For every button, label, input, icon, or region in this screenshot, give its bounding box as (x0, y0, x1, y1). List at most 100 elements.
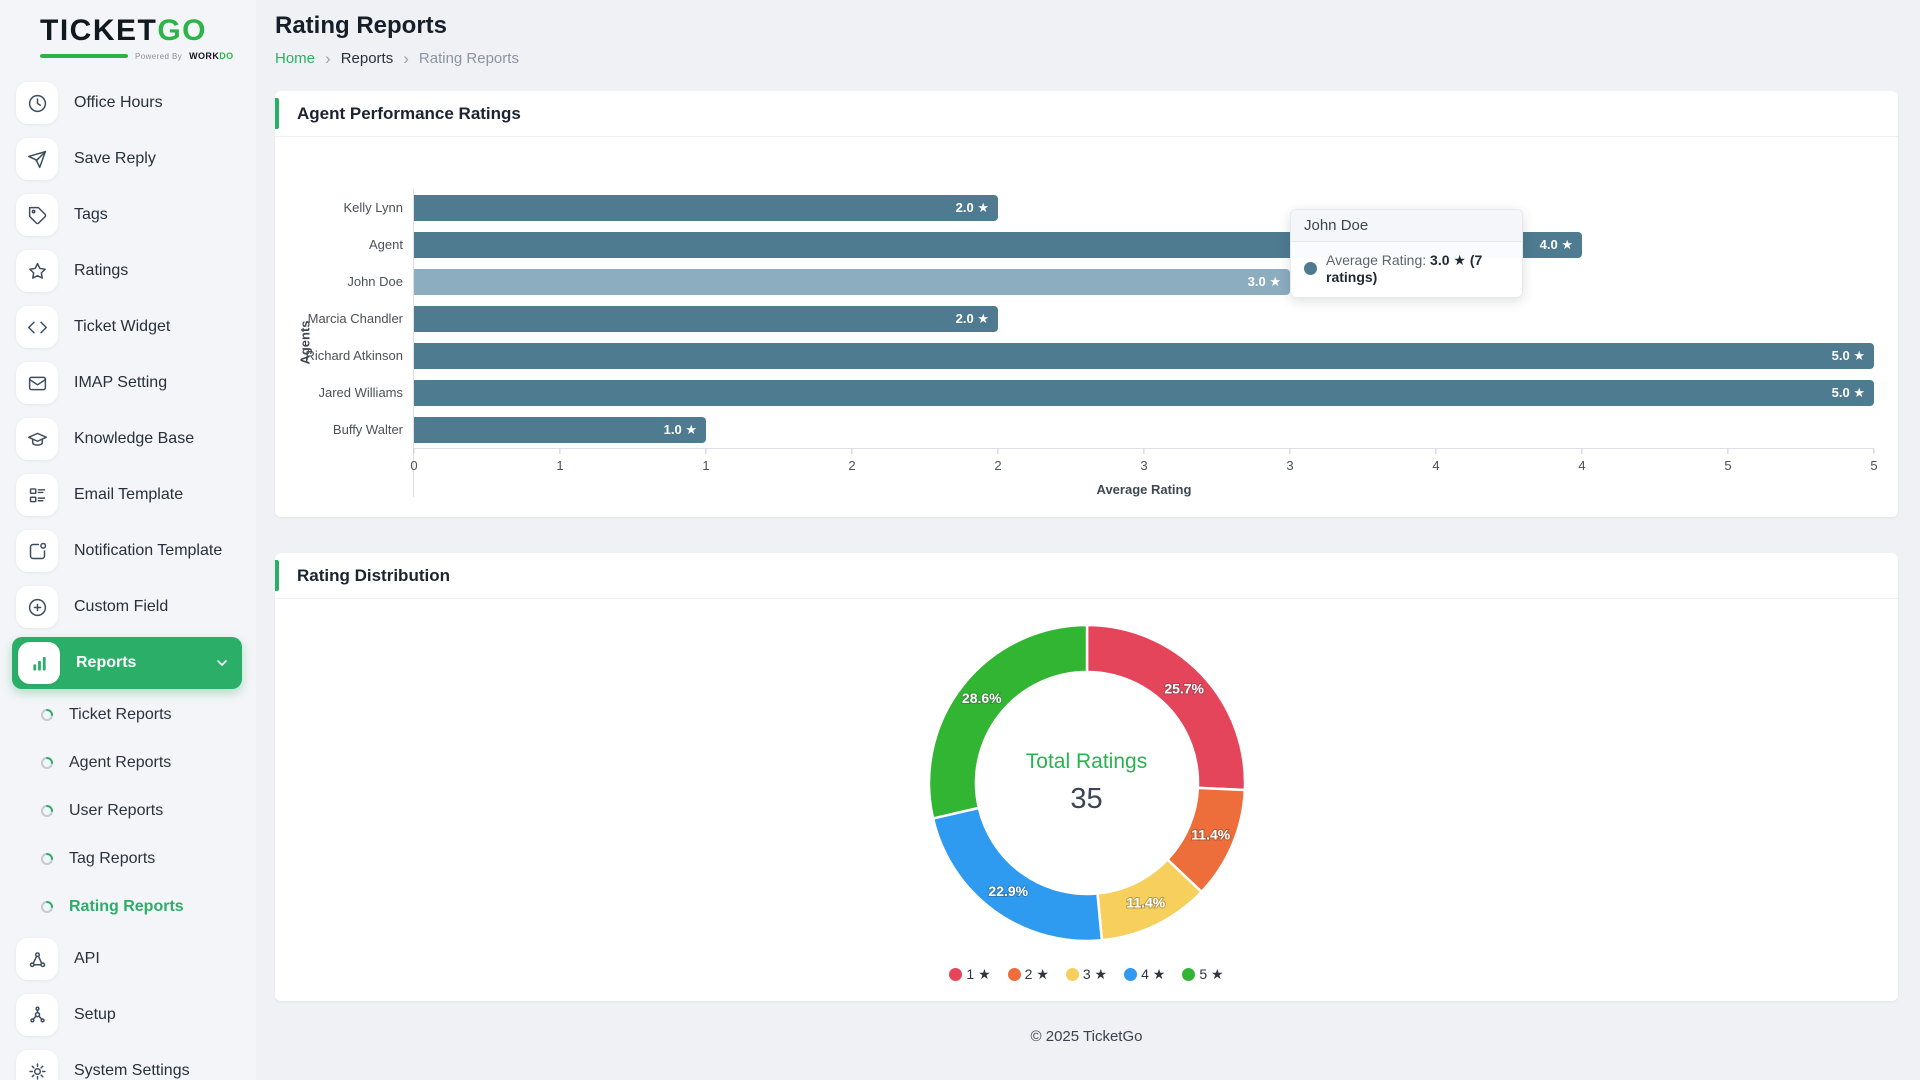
donut-slice-pct-label: 22.9% (988, 883, 1028, 899)
breadcrumb-reports-link[interactable]: Reports (340, 50, 394, 67)
sidebar-item-setup[interactable]: Setup (0, 987, 256, 1043)
legend-item-1-star[interactable]: 1 ★ (949, 966, 991, 983)
app-logo[interactable]: TICKETGO Powered By WORKDO (0, 10, 256, 61)
bar-chart-y-axis-title: Agents (297, 320, 313, 365)
bar-richard-atkinson[interactable]: 5.0 ★ (414, 342, 1874, 369)
bar-jared-williams[interactable]: 5.0 ★ (414, 379, 1874, 406)
logo-underline (40, 54, 128, 58)
sidebar-subitem-ticket-reports[interactable]: Ticket Reports (0, 691, 256, 739)
clock-icon-box (16, 82, 58, 124)
x-axis-tick: 2 (994, 449, 1002, 473)
chevron-down-icon (214, 655, 230, 671)
bar-value-label: 3.0 ★ (1247, 273, 1281, 289)
bar-category-label: Buffy Walter (332, 422, 403, 437)
bullet-circle-icon (41, 709, 53, 721)
tag-icon (28, 206, 46, 224)
plus-circle-icon-box (16, 586, 58, 628)
bar-category-label: Jared Williams (318, 385, 403, 400)
sidebar-item-label: Office Hours (74, 94, 163, 111)
sidebar-subitem-tag-reports[interactable]: Tag Reports (0, 835, 256, 883)
chart-tooltip-body: Average Rating: 3.0 ★ (7 ratings) (1291, 242, 1522, 297)
agent-performance-card-title: Agent Performance Ratings (297, 104, 521, 123)
donut-slice-pct-label: 11.4% (1191, 826, 1230, 842)
bar-chart-icon-box (18, 642, 60, 684)
sidebar-item-label: Knowledge Base (74, 430, 195, 447)
breadcrumb-home-link[interactable]: Home (275, 50, 316, 67)
donut-slice-4-star[interactable] (931, 806, 1103, 943)
bar-value-label: 2.0 ★ (955, 199, 989, 215)
bar-category-label: Marcia Chandler (307, 311, 403, 326)
legend-item-3-star[interactable]: 3 ★ (1065, 966, 1107, 983)
bar-john-doe[interactable]: 3.0 ★ (414, 268, 1290, 295)
sidebar-item-label: System Settings (74, 1062, 190, 1079)
donut-slice-5-star[interactable] (927, 623, 1088, 820)
sidebar-item-custom-field[interactable]: Custom Field (0, 579, 256, 635)
breadcrumb-separator-icon: › (325, 49, 331, 68)
bar-chart-category-labels: Kelly Lynn Agent John Doe Marcia Chandler Ri… (293, 189, 413, 497)
bar-chart-x-axis: 0 1 1 2 2 3 3 4 4 5 5 (410, 449, 1878, 479)
code-icon-box (16, 306, 58, 348)
bar-chart-plot-area: 2.0 ★ 4.0 ★ 3.0 ★ 2.0 ★ 5.0 ★ 5.0 ★ 1.0 ★ 0 1 1 2… (410, 189, 1878, 497)
sidebar-item-ratings[interactable]: Ratings (0, 243, 256, 299)
breadcrumb-current: Rating Reports (418, 50, 519, 67)
gear-icon (28, 1062, 46, 1080)
bar-buffy-walter[interactable]: 1.0 ★ (414, 416, 706, 443)
sidebar-subitem-agent-reports[interactable]: Agent Reports (0, 739, 256, 787)
agent-performance-card-header: Agent Performance Ratings (275, 91, 1898, 137)
x-axis-tick: 1 (556, 449, 564, 473)
legend-item-4-star[interactable]: 4 ★ (1124, 966, 1165, 983)
envelope-icon (28, 376, 46, 390)
bar-kelly-lynn[interactable]: 2.0 ★ (414, 194, 998, 221)
sidebar-item-office-hours[interactable]: Office Hours (0, 75, 256, 131)
sidebar-item-system-settings[interactable]: System Settings (0, 1043, 256, 1080)
bar-row: 5.0 ★ (414, 337, 1874, 374)
legend-item-5-star[interactable]: 5 ★ (1182, 966, 1224, 983)
powered-by-row: Powered By WORKDO (40, 51, 238, 61)
sidebar-item-ticket-widget[interactable]: Ticket Widget (0, 299, 256, 355)
sidebar-item-label: Ticket Widget (74, 318, 171, 335)
sidebar-item-tags[interactable]: Tags (0, 187, 256, 243)
breadcrumb: Home › Reports › Rating Reports (275, 50, 1898, 67)
rating-distribution-card-title: Rating Distribution (297, 566, 450, 585)
sidebar-item-label: API (74, 950, 100, 967)
bar-value-label: 4.0 ★ (1539, 236, 1573, 252)
paper-plane-icon-box (16, 138, 58, 180)
sidebar-item-notification-template[interactable]: Notification Template (0, 523, 256, 579)
sidebar-item-label: Custom Field (74, 598, 169, 615)
legend-color-dot-icon (1182, 968, 1196, 981)
sidebar-subitem-user-reports[interactable]: User Reports (0, 787, 256, 835)
x-axis-tick: 4 (1578, 449, 1586, 473)
sidebar-item-api[interactable]: API (0, 931, 256, 987)
sidebar-item-label: IMAP Setting (74, 374, 168, 391)
sidebar-item-reports[interactable]: Reports (12, 637, 242, 689)
x-axis-tick: 5 (1724, 449, 1732, 473)
sidebar-item-email-template[interactable]: Email Template (0, 467, 256, 523)
notification-icon-box (16, 530, 58, 572)
graduation-cap-icon (27, 432, 47, 446)
bar-value-label: 5.0 ★ (1831, 384, 1865, 400)
tag-icon-box (16, 194, 58, 236)
bar-chart-icon (32, 656, 46, 670)
bar-chart-x-axis-title: Average Rating (1096, 482, 1192, 497)
envelope-icon-box (16, 362, 58, 404)
graduation-cap-icon-box (16, 418, 58, 460)
legend-item-2-star[interactable]: 2 ★ (1007, 966, 1049, 983)
notification-icon (29, 542, 46, 559)
sidebar-item-save-reply[interactable]: Save Reply (0, 131, 256, 187)
donut-slice-pct-label: 28.6% (961, 690, 1001, 706)
bar-row: 5.0 ★ (414, 374, 1874, 411)
sidebar-item-knowledge-base[interactable]: Knowledge Base (0, 411, 256, 467)
sidebar-item-label: Notification Template (74, 542, 223, 559)
bar-marcia-chandler[interactable]: 2.0 ★ (414, 305, 998, 332)
donut-legend: 1 ★ 2 ★ 3 ★ 4 ★ 5 ★ (949, 966, 1224, 983)
sidebar-subitem-rating-reports[interactable]: Rating Reports (0, 883, 256, 931)
donut-slice-1-star[interactable] (1085, 623, 1246, 792)
bar-row: 1.0 ★ (414, 411, 1874, 448)
bullet-circle-icon (41, 853, 53, 865)
sidebar-item-label: Email Template (74, 486, 184, 503)
plus-circle-icon (28, 598, 46, 616)
sidebar-item-imap-setting[interactable]: IMAP Setting (0, 355, 256, 411)
bar-row: 2.0 ★ (414, 300, 1874, 337)
sidebar-item-label: Tags (74, 206, 108, 223)
rating-distribution-card-header: Rating Distribution (275, 553, 1898, 599)
